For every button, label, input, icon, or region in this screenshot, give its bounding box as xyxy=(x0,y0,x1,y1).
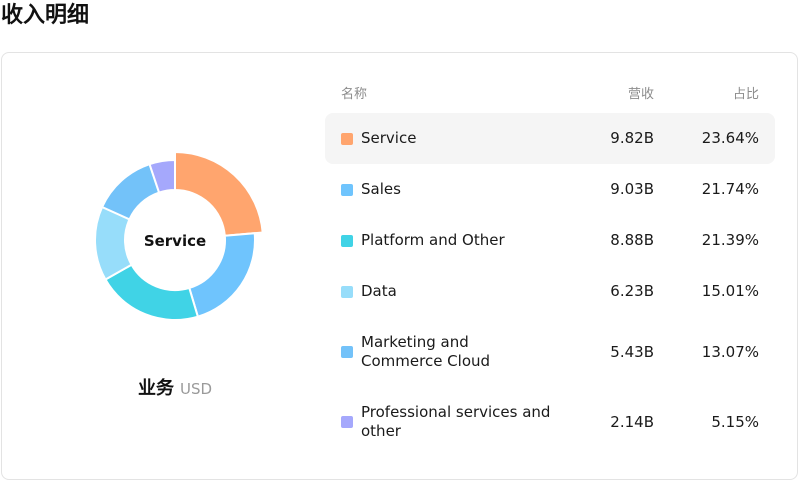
currency-unit: USD xyxy=(179,380,213,398)
table-row[interactable]: Service 9.82B 23.64% xyxy=(325,113,775,164)
header-revenue: 营收 xyxy=(627,87,654,102)
segment-name-cell: Data xyxy=(361,282,397,300)
share-cell: 21.74% xyxy=(701,180,759,198)
share-cell: 5.15% xyxy=(711,412,759,431)
legend-swatch xyxy=(341,132,353,145)
share-cell: 21.39% xyxy=(701,231,759,249)
segment-name-cell: Service xyxy=(361,129,417,147)
table-row[interactable]: Professional services and other 2.14B 5.15… xyxy=(325,387,775,457)
segment-name-cell: Marketing and Commerce Cloud xyxy=(361,333,491,370)
segment-name-cell: Professional services and other xyxy=(361,403,551,440)
page-title: 收入明细 xyxy=(1,3,90,28)
legend-swatch xyxy=(341,183,353,196)
share-cell: 15.01% xyxy=(701,282,759,300)
table-row[interactable]: Sales 9.03B 21.74% xyxy=(325,164,775,215)
legend-swatch xyxy=(341,416,353,428)
legend-swatch xyxy=(341,285,353,298)
table-row[interactable]: Platform and Other 8.88B 21.39% xyxy=(325,215,775,266)
segment-name-cell: Platform and Other xyxy=(361,231,505,249)
revenue-cell: 9.03B xyxy=(610,180,654,198)
table-row[interactable]: Data 6.23B 15.01% xyxy=(325,266,775,317)
segment-name: 业务 xyxy=(137,378,174,399)
revenue-cell: 6.23B xyxy=(610,282,654,300)
legend-swatch xyxy=(341,346,353,358)
table-row[interactable]: Marketing and Commerce Cloud 5.43B 13.07% xyxy=(325,317,775,387)
legend-swatch xyxy=(341,234,353,247)
revenue-cell: 2.14B xyxy=(610,412,654,431)
revenue-cell: 9.82B xyxy=(610,129,654,147)
header-share: 占比 xyxy=(732,87,759,102)
revenue-cell: 5.43B xyxy=(610,342,654,361)
segment-name-cell: Sales xyxy=(361,180,401,198)
share-cell: 23.64% xyxy=(701,129,759,147)
share-cell: 13.07% xyxy=(701,342,759,361)
header-name: 名称 xyxy=(341,87,368,102)
revenue-cell: 8.88B xyxy=(610,231,654,249)
segment-caption: 业务 USD xyxy=(100,376,250,402)
